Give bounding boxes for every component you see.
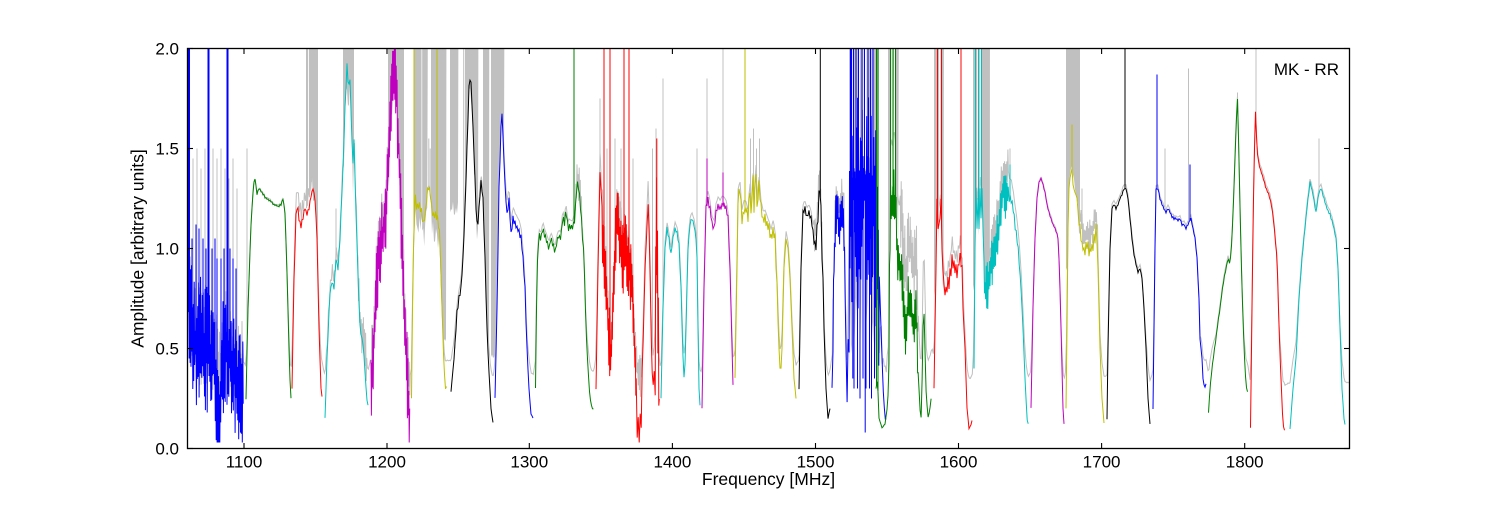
svg-text:1400: 1400 [653,453,691,472]
svg-text:1.5: 1.5 [155,140,179,159]
svg-text:1500: 1500 [797,453,835,472]
svg-text:1700: 1700 [1083,453,1121,472]
svg-text:0.5: 0.5 [155,340,179,359]
svg-text:MK - RR: MK - RR [1274,60,1339,79]
svg-text:0.0: 0.0 [155,440,179,459]
svg-text:2.0: 2.0 [155,40,179,59]
svg-text:1800: 1800 [1226,453,1264,472]
svg-text:Amplitude [arbitrary units]: Amplitude [arbitrary units] [128,149,148,347]
svg-text:1100: 1100 [226,453,263,472]
svg-text:Frequency [MHz]: Frequency [MHz] [702,469,835,489]
svg-text:1300: 1300 [510,453,548,472]
svg-text:1.0: 1.0 [155,240,179,259]
svg-text:1600: 1600 [940,453,978,472]
svg-text:1200: 1200 [368,453,406,472]
